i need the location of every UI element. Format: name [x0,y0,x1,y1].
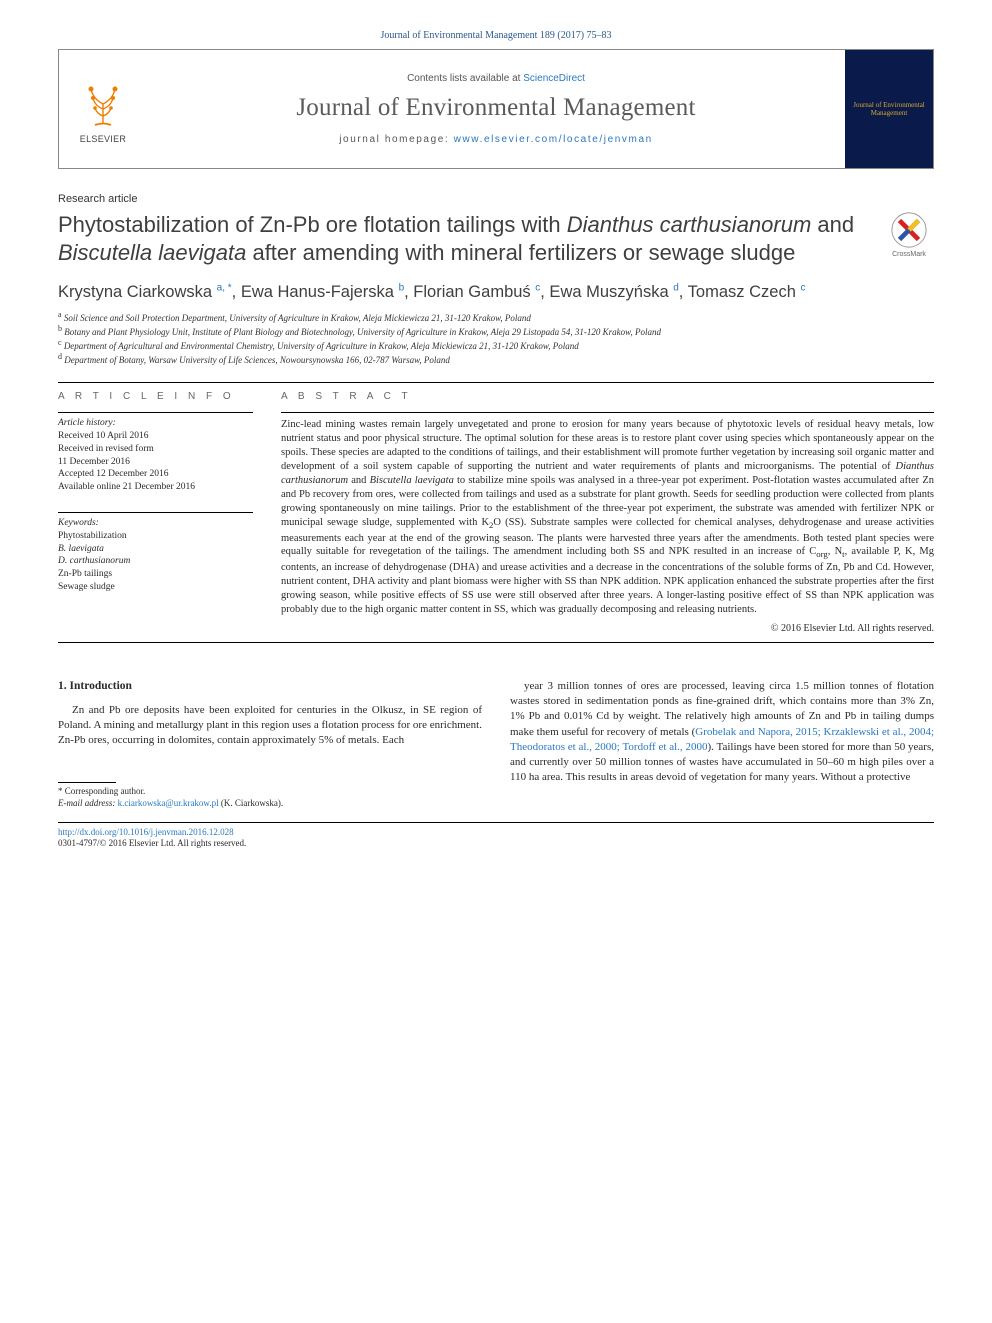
history-revised-1: Received in revised form [58,443,253,456]
corresponding-author-block: * Corresponding author. E-mail address: … [58,782,482,809]
affiliation: d Department of Botany, Warsaw Universit… [58,352,934,366]
affiliation: a Soil Science and Soil Protection Depar… [58,310,934,324]
history-received: Received 10 April 2016 [58,430,253,443]
history-online: Available online 21 December 2016 [58,481,253,494]
keyword-4: Zn-Pb tailings [58,568,253,581]
journal-reference: Journal of Environmental Management 189 … [58,30,934,41]
corresponding-name: (K. Ciarkowska). [221,798,283,808]
article-title: Phytostabilization of Zn-Pb ore flotatio… [58,211,864,267]
body-col-right: year 3 million tonnes of ores are proces… [510,679,934,810]
header-center: Contents lists available at ScienceDirec… [147,50,845,168]
keyword-3: D. carthusianorum [58,555,253,568]
history-accepted: Accepted 12 December 2016 [58,468,253,481]
journal-name: Journal of Environmental Management [296,94,695,122]
abstract-copyright: © 2016 Elsevier Ltd. All rights reserved… [281,623,934,634]
doi-link[interactable]: http://dx.doi.org/10.1016/j.jenvman.2016… [58,827,234,837]
corresponding-label: * Corresponding author. [58,786,482,798]
keywords-block: Keywords: Phytostabilization B. laevigat… [58,512,253,594]
affiliation: c Department of Agricultural and Environ… [58,338,934,352]
header-block: ELSEVIER Contents lists available at Sci… [58,49,934,169]
intro-text-1: Zn and Pb ore deposits have been exploit… [58,703,482,749]
crossmark-icon [890,211,928,249]
abstract-col: A B S T R A C T Zinc-lead mining wastes … [281,391,934,634]
homepage-prefix: journal homepage: [339,134,453,145]
article-type: Research article [58,193,934,205]
keyword-1: Phytostabilization [58,530,253,543]
keyword-2: B. laevigata [58,543,253,556]
keywords-label: Keywords: [58,517,253,530]
email-label: E-mail address: [58,798,115,808]
footer-block: http://dx.doi.org/10.1016/j.jenvman.2016… [58,822,934,850]
crossmark-label: CrossMark [884,251,934,258]
intro-text-2: year 3 million tonnes of ores are proces… [510,679,934,785]
contents-line: Contents lists available at ScienceDirec… [407,73,585,84]
homepage-link[interactable]: www.elsevier.com/locate/jenvman [454,134,653,145]
elsevier-logo[interactable]: ELSEVIER [59,50,147,168]
authors: Krystyna Ciarkowska a, *, Ewa Hanus-Faje… [58,281,934,303]
elsevier-label: ELSEVIER [80,134,126,144]
article-info: A R T I C L E I N F O Article history: R… [58,391,253,634]
rule-top [58,382,934,383]
affiliations: a Soil Science and Soil Protection Depar… [58,310,934,367]
history-label: Article history: [58,417,253,430]
crossmark-badge[interactable]: CrossMark [884,211,934,258]
section-heading-intro: 1. Introduction [58,679,482,695]
abstract-heading: A B S T R A C T [281,391,934,402]
elsevier-tree-icon [73,74,133,134]
sciencedirect-link[interactable]: ScienceDirect [523,73,585,84]
history-revised-2: 11 December 2016 [58,456,253,469]
issn-line: 0301-4797/© 2016 Elsevier Ltd. All right… [58,838,246,848]
history-block: Article history: Received 10 April 2016 … [58,412,253,494]
cover-text: Journal of Environmental Management [845,97,933,122]
affiliation: b Botany and Plant Physiology Unit, Inst… [58,324,934,338]
info-heading: A R T I C L E I N F O [58,391,253,402]
corresponding-email-link[interactable]: k.ciarkowska@ur.krakow.pl [118,798,219,808]
abstract-text: Zinc-lead mining wastes remain largely u… [281,412,934,617]
contents-prefix: Contents lists available at [407,73,523,84]
body-col-left: 1. Introduction Zn and Pb ore deposits h… [58,679,482,810]
keyword-5: Sewage sludge [58,581,253,594]
rule-bottom [58,642,934,643]
homepage-line: journal homepage: www.elsevier.com/locat… [339,134,653,145]
journal-cover: Journal of Environmental Management [845,50,933,168]
